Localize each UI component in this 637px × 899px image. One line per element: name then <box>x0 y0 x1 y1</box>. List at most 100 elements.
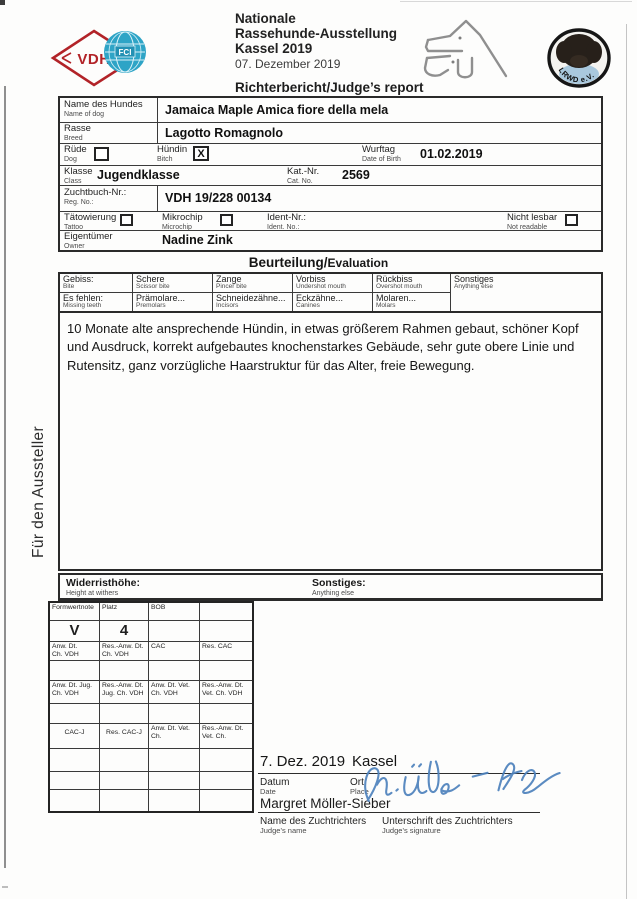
notreadable-checkbox <box>565 214 578 226</box>
chip-label: Mikrochip Microchip <box>162 212 203 232</box>
female-label: Hündin Bitch <box>157 144 187 164</box>
event-title-line2: Rassehunde-Ausstellung <box>235 26 398 41</box>
label-en: Premolars <box>136 301 166 309</box>
chip-checkbox <box>220 214 233 226</box>
label-de: Sonstiges <box>454 274 494 284</box>
grid-cell <box>50 790 100 811</box>
bite-cell: Rückbiss Overshot mouth <box>373 274 451 293</box>
scan-line-top-right <box>400 1 632 2</box>
scan-line-right-edge <box>626 24 627 899</box>
label-de: Ident-Nr.: <box>267 212 307 223</box>
breed-label: Rasse Breed <box>64 123 91 143</box>
birth-value: 01.02.2019 <box>420 147 483 161</box>
grid-cell: Anw. Dt. Vet. Ch. VDH <box>149 681 200 703</box>
grid-cell-rescacj-label: Res. CAC-J <box>100 724 149 748</box>
judge-name-label: Name des Zuchtrichters Judge’s name <box>260 816 366 835</box>
footer-date-value: 7. Dez. 2019 <box>260 753 346 770</box>
grid-cell: Anw. Dt. Ch. VDH <box>50 642 100 660</box>
label-en: Missing teeth <box>63 301 102 309</box>
grid-row <box>50 790 252 811</box>
bite-cell: Es fehlen: Missing teeth <box>60 292 133 311</box>
results-grid: Formwertnote Platz BOB V 4 Anw. Dt. Ch. … <box>48 601 254 813</box>
row-tattoo-chip: Tätowierung Tattoo Mikrochip Microchip I… <box>60 211 601 231</box>
grid-cell <box>100 704 149 723</box>
grid-cell <box>200 772 252 789</box>
grid-cell <box>149 790 200 811</box>
footer-line-1 <box>258 773 540 774</box>
grid-cell: Anw. Dt. Vet. Ch. <box>149 724 200 748</box>
tattoo-checkbox <box>120 214 133 226</box>
bite-cell: Schere Scissor bite <box>133 274 213 293</box>
row-owner: Eigentümer Owner Nadine Zink <box>60 230 601 250</box>
label-de: Tätowierung <box>64 212 117 223</box>
footer-place-label: Ort Place <box>350 777 369 796</box>
row-regno: Zuchtbuch-Nr.: Reg. No.: VDH 19/228 0013… <box>60 185 601 212</box>
grid-cell-cac-label: CAC <box>149 642 200 660</box>
evaluation-text-box: 10 Monate alte ansprechende Hündin, in e… <box>58 313 603 571</box>
grid-cell-bob-label: BOB <box>149 603 200 620</box>
notreadable-label: Nicht lesbar Not readable <box>507 212 557 232</box>
grid-cell <box>50 749 100 771</box>
label-en: Overshot mouth <box>376 283 423 291</box>
grid-cell <box>200 704 252 723</box>
label-en: Date of Birth <box>362 156 401 164</box>
bite-cell-sonstiges: Sonstiges Anything else <box>451 274 601 311</box>
grid-cell <box>149 621 200 641</box>
label-en: Judge’s signature <box>382 826 441 835</box>
owner-value: Nadine Zink <box>162 233 233 247</box>
grid-row: CAC-J Res. CAC-J Anw. Dt. Vet. Ch. Res.-… <box>50 724 252 749</box>
grid-row: Anw. Dt. Jug. Ch. VDH Res.-Anw. Dt. Jug.… <box>50 681 252 704</box>
bite-cell: Eckzähne... Canines <box>293 292 373 311</box>
evaluation-heading-de: Beurteilung/ <box>248 255 328 270</box>
divider <box>157 98 158 143</box>
female-checkbox-checked: X <box>193 146 209 161</box>
grid-cell <box>149 772 200 789</box>
dog-sketch-icon <box>423 19 508 79</box>
footer-line-2 <box>258 812 540 813</box>
report-title: Richterbericht/Judge’s report <box>235 80 424 95</box>
grid-row: Anw. Dt. Ch. VDH Res.-Anw. Dt. Ch. VDH C… <box>50 642 252 661</box>
birth-label: Wurftag Date of Birth <box>362 144 401 164</box>
label-en: Pincer bite <box>216 283 247 291</box>
grid-cell: Res.-Anw. Dt. Ch. VDH <box>100 642 149 660</box>
regno-label: Zuchtbuch-Nr.: Reg. No.: <box>64 187 127 207</box>
label-de: Vorbiss <box>296 274 326 284</box>
judge-signature-label: Unterschrift des Zuchtrichters Judge’s s… <box>382 816 513 835</box>
label-en: Microchip <box>162 224 192 232</box>
label-en: Cat. No. <box>287 178 313 186</box>
label-en: Incisors <box>216 301 239 309</box>
footer-date-label: Datum Date <box>260 777 289 796</box>
label-en: Date <box>260 787 276 796</box>
label-en: Height at withers <box>66 590 119 597</box>
label-de: Gebiss: <box>63 274 94 284</box>
label-de: Es fehlen: <box>63 292 104 303</box>
grid-cell-grade-value: V <box>50 621 100 641</box>
judge-name: Margret Möller-Sieber <box>260 796 391 811</box>
label-de: Prämolare... <box>136 292 186 303</box>
scan-line-left-edge <box>4 86 6 868</box>
label-en: Tattoo <box>64 224 84 232</box>
bite-cell: Gebiss: Bite <box>60 274 133 293</box>
bite-cell: Zange Pincer bite <box>213 274 293 293</box>
class-label: Klasse Class <box>64 166 93 186</box>
label-de: Name des Hundes <box>64 99 143 110</box>
regno-value: VDH 19/228 00134 <box>165 191 272 205</box>
grid-cell <box>100 661 149 680</box>
bite-table: Gebiss: Bite Schere Scissor bite Zange P… <box>58 272 603 313</box>
label-en: Reg. No.: <box>64 199 94 207</box>
lrwd-club-logo: LRWD e.V. <box>547 28 611 88</box>
label-de: Zuchtbuch-Nr.: <box>64 187 127 198</box>
withers-label: Widerristhöhe: Height at withers <box>66 577 140 597</box>
grid-cell <box>100 790 149 811</box>
bite-cell: Vorbiss Undershot mouth <box>293 274 373 293</box>
label-de: Kat.-Nr. <box>287 166 320 177</box>
evaluation-text: 10 Monate alte ansprechende Hündin, in e… <box>67 321 579 373</box>
bite-cell: Schneidezähne... Incisors <box>213 292 293 311</box>
label-en: Bite <box>63 283 75 291</box>
male-label: Rüde Dog <box>64 144 87 164</box>
grid-cell: Anw. Dt. Jug. Ch. VDH <box>50 681 100 703</box>
label-en: Place <box>350 787 369 796</box>
label-en: Undershot mouth <box>296 283 346 291</box>
label-de: Molaren... <box>376 292 417 303</box>
